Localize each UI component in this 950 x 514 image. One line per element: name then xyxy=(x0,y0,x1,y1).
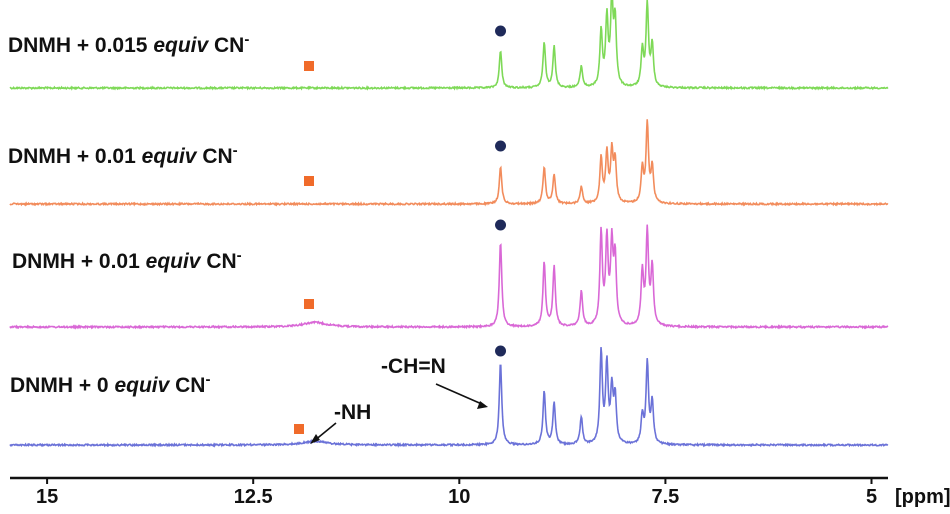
ch-n-circle-marker-1 xyxy=(495,25,507,37)
nh-square-marker-1 xyxy=(304,61,314,71)
x-tick-label: 5 xyxy=(866,486,877,508)
ch-n-circle-marker-3 xyxy=(495,219,507,231)
spectrum-trace-1 xyxy=(9,0,889,91)
spectra-group xyxy=(9,0,889,448)
spectrum-trace-2 xyxy=(9,119,889,207)
series-label-4: DNMH + 0 equiv CN- xyxy=(10,371,210,397)
x-tick-label: 15 xyxy=(36,486,58,508)
series-labels-group: DNMH + 0.015 equiv CN- DNMH + 0.01 equiv … xyxy=(8,31,249,397)
nh-arrow-head xyxy=(310,434,320,444)
spectrum-trace-3 xyxy=(9,224,889,330)
series-label-1: DNMH + 0.015 equiv CN- xyxy=(8,31,249,57)
x-tick-label: 7.5 xyxy=(652,486,680,508)
series-label-2: DNMH + 0.01 equiv CN- xyxy=(8,142,238,168)
spectrum-trace-4 xyxy=(9,347,889,448)
x-axis-unit-label: [ppm] xyxy=(895,486,950,508)
ch-n-arrow-head xyxy=(477,401,488,409)
nh-square-marker-4 xyxy=(294,424,304,434)
nh-square-marker-3 xyxy=(304,299,314,309)
ch-n-circle-marker-2 xyxy=(495,140,507,152)
annotations-group: -NH -CH=N xyxy=(310,355,488,444)
ch-n-annotation-label: -CH=N xyxy=(381,355,446,378)
x-tick-label: 12.5 xyxy=(234,486,273,508)
x-tick-label: 10 xyxy=(448,486,470,508)
nh-square-marker-2 xyxy=(304,176,314,186)
series-label-3: DNMH + 0.01 equiv CN- xyxy=(12,247,242,273)
markers-group xyxy=(294,25,507,434)
x-axis: 15 12.5 10 7.5 5 xyxy=(10,476,888,508)
ch-n-circle-marker-4 xyxy=(495,345,507,357)
ch-n-arrow-line xyxy=(435,383,485,406)
nh-annotation-label: -NH xyxy=(334,401,371,424)
